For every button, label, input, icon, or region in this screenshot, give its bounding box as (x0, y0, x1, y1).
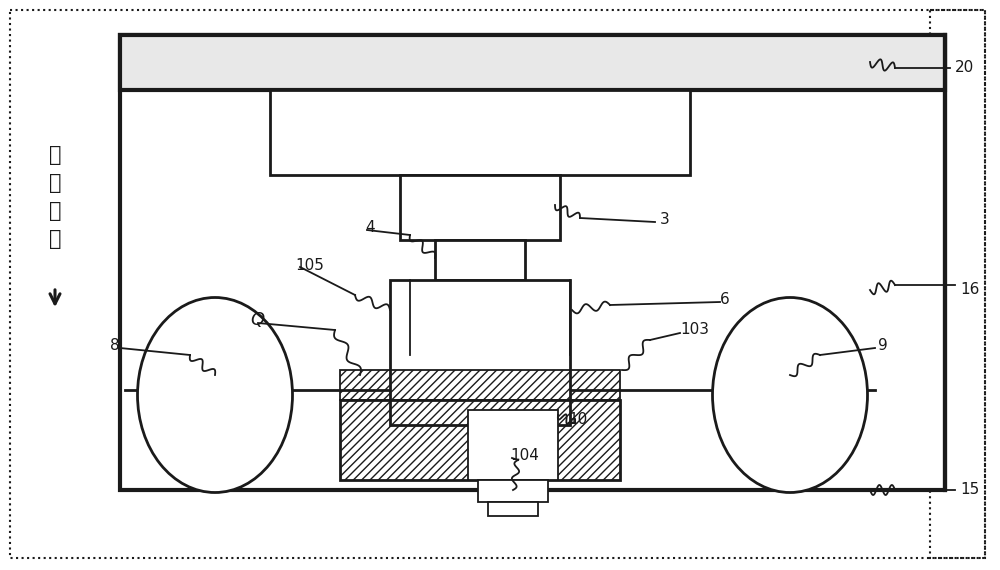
Bar (120, 35, 945, 90)
Text: 20: 20 (955, 60, 974, 75)
Text: 8: 8 (110, 337, 120, 352)
Text: 9: 9 (878, 337, 888, 352)
Ellipse shape (138, 298, 292, 492)
Bar (468, 410, 558, 480)
Text: 重: 重 (49, 145, 61, 165)
Bar (390, 280, 570, 425)
Bar (478, 480, 548, 502)
Text: 104: 104 (510, 447, 539, 462)
Text: 103: 103 (680, 323, 709, 337)
Bar (120, 35, 945, 490)
Text: 力: 力 (49, 173, 61, 193)
Bar (400, 175, 560, 240)
Bar (488, 502, 538, 516)
Text: 105: 105 (295, 258, 324, 272)
Text: Q: Q (250, 311, 264, 329)
Bar (435, 240, 525, 280)
Bar (340, 400, 620, 480)
Text: 10: 10 (568, 413, 587, 428)
Bar (340, 370, 620, 400)
Bar (930, 10, 985, 558)
Ellipse shape (712, 298, 868, 492)
Text: 3: 3 (660, 213, 670, 227)
Bar (270, 90, 690, 175)
Text: 4: 4 (365, 221, 375, 235)
Text: 16: 16 (960, 283, 979, 298)
Text: 6: 6 (720, 292, 730, 307)
Text: 向: 向 (49, 229, 61, 249)
Text: 方: 方 (49, 201, 61, 221)
Text: 15: 15 (960, 482, 979, 498)
